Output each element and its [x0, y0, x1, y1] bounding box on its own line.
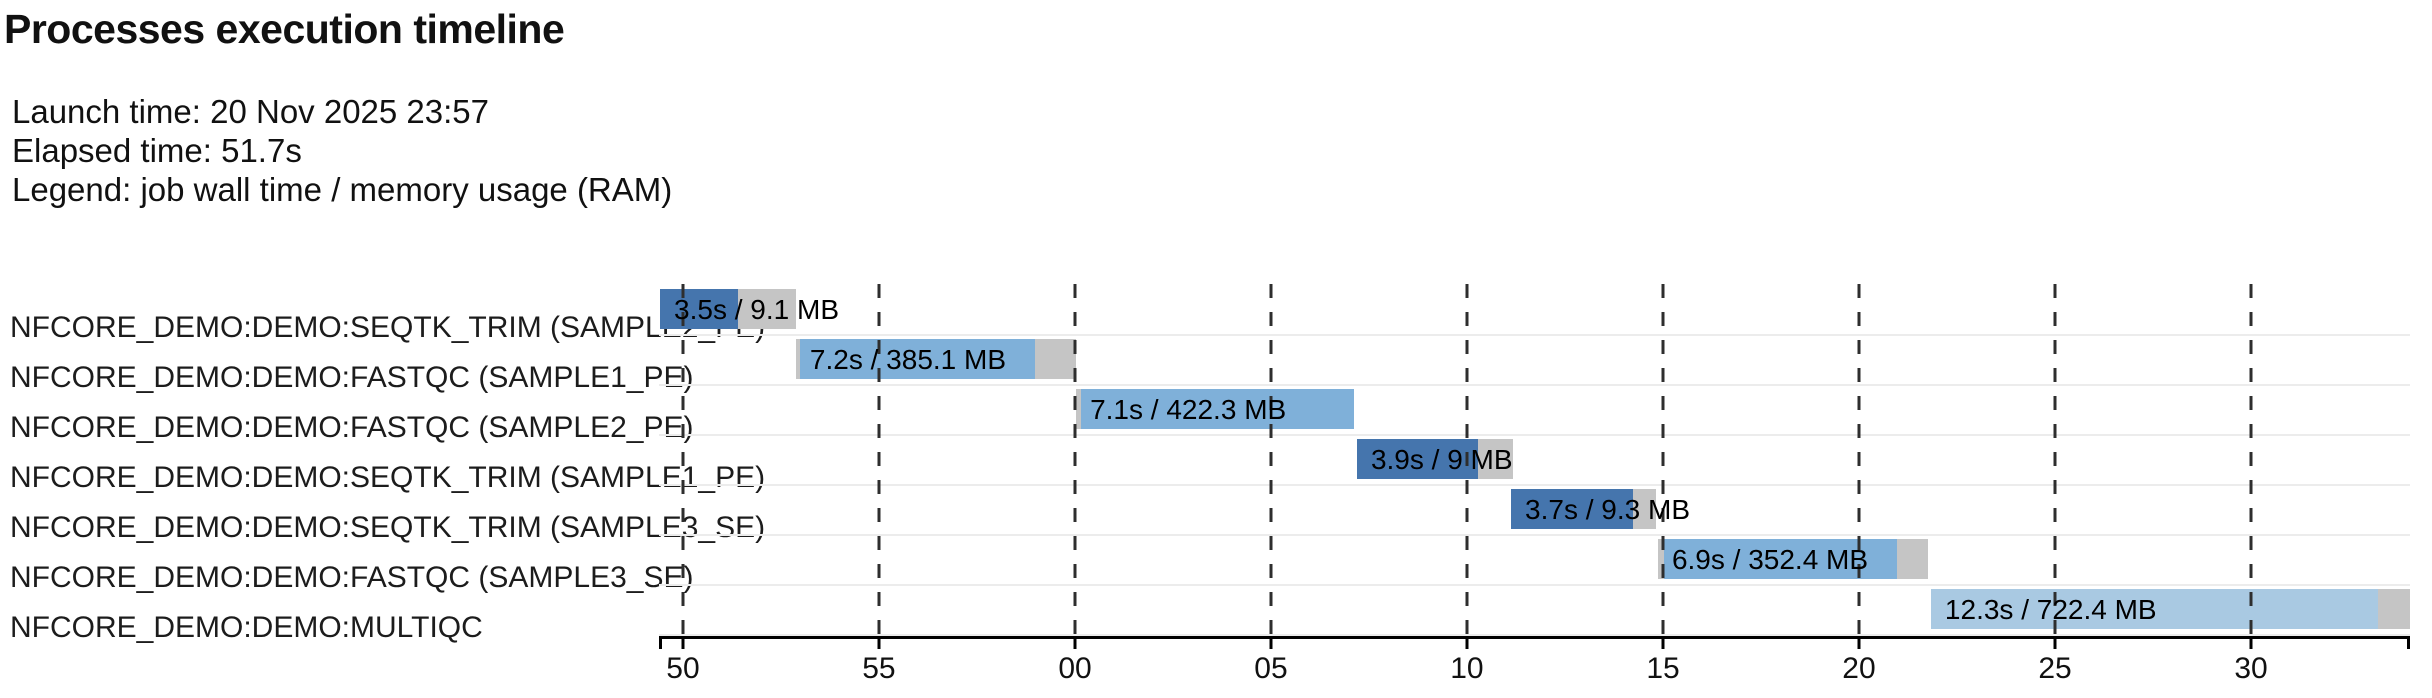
process-label: NFCORE_DEMO:DEMO:SEQTK_TRIM (SAMPLE2_PE) — [10, 311, 766, 344]
axis-tick — [1073, 636, 1077, 649]
task-overhead-tail-segment — [2377, 589, 2410, 629]
task-run-segment — [1930, 589, 2378, 629]
grid-line — [1073, 284, 1077, 636]
axis-tick — [1857, 636, 1861, 649]
task-overhead-tail-segment — [1896, 539, 1928, 579]
axis-tick-label: 50 — [666, 652, 700, 685]
launch-time-text: Launch time: 20 Nov 2025 23:57 — [12, 93, 490, 130]
elapsed-time-text: Elapsed time: 51.7s — [12, 132, 302, 169]
axis-tick-label: 10 — [1450, 652, 1484, 685]
task-overhead-lead-segment — [1657, 539, 1664, 579]
row-separator — [659, 534, 2410, 536]
task-overhead-tail-segment — [1477, 439, 1513, 479]
task-metric-label: 3.7s / 9.3 MB — [1525, 494, 1690, 525]
row-separator — [659, 384, 2410, 386]
axis-tick — [1661, 636, 1665, 649]
process-label: NFCORE_DEMO:DEMO:FASTQC (SAMPLE1_PE) — [10, 361, 694, 394]
grid-line — [1269, 284, 1273, 636]
axis-end-cap-right — [2407, 636, 2410, 649]
process-label: NFCORE_DEMO:DEMO:FASTQC (SAMPLE3_SE) — [10, 561, 694, 594]
run-metadata: Launch time: 20 Nov 2025 23:57 Elapsed t… — [12, 92, 672, 209]
axis-tick — [1465, 636, 1469, 649]
axis-tick — [2249, 636, 2253, 649]
axis-tick — [681, 636, 685, 649]
task-metric-label: 7.2s / 385.1 MB — [809, 344, 1007, 375]
grid-line — [1465, 284, 1469, 636]
axis-tick-label: 55 — [862, 652, 896, 685]
timeline-plot-area: 3.5s / 9.1 MB 7.2s / 385.1 MB 7.1s / 422.3… — [659, 284, 2410, 636]
task-run-segment — [799, 339, 1035, 379]
axis-end-cap-left — [659, 636, 662, 649]
process-label: NFCORE_DEMO:DEMO:FASTQC (SAMPLE2_PE) — [10, 411, 694, 444]
axis-tick-label: 00 — [1058, 652, 1092, 685]
page-title: Processes execution timeline — [4, 6, 565, 52]
grid-line — [1857, 284, 1861, 636]
process-label: NFCORE_DEMO:DEMO:SEQTK_TRIM (SAMPLE3_SE) — [10, 511, 766, 544]
row-separator — [659, 484, 2410, 486]
row-separator — [659, 584, 2410, 586]
axis-tick-label: 25 — [2038, 652, 2072, 685]
grid-line — [1661, 284, 1665, 636]
axis-tick — [877, 636, 881, 649]
task-overhead-lead-segment — [795, 339, 800, 379]
axis-tick-label: 20 — [1842, 652, 1876, 685]
process-label: NFCORE_DEMO:DEMO:SEQTK_TRIM (SAMPLE1_PE) — [10, 461, 766, 494]
task-metric-label: 7.1s / 422.3 MB — [1090, 394, 1287, 425]
axis-tick-label: 30 — [2234, 652, 2268, 685]
grid-line — [2053, 284, 2057, 636]
task-metric-label: 6.9s / 352.4 MB — [1671, 544, 1869, 575]
axis-tick-label: 15 — [1646, 652, 1680, 685]
grid-line — [877, 284, 881, 636]
axis-tick — [2053, 636, 2057, 649]
task-overhead-lead-segment — [1076, 389, 1082, 429]
task-overhead-tail-segment — [1034, 339, 1076, 379]
time-axis: 50 55 00 05 10 15 20 25 30 — [659, 636, 2410, 698]
task-overhead-tail-segment — [1633, 489, 1657, 529]
row-separator — [659, 434, 2410, 436]
row-separator — [659, 334, 2410, 336]
grid-line — [2249, 284, 2253, 636]
process-label: NFCORE_DEMO:DEMO:MULTIQC — [10, 611, 483, 644]
task-metric-label: 3.9s / 9 MB — [1370, 444, 1513, 475]
axis-tick — [1269, 636, 1273, 649]
legend-text: Legend: job wall time / memory usage (RA… — [12, 171, 673, 208]
task-metric-label: 12.3s / 722.4 MB — [1944, 594, 2157, 625]
task-run-segment — [1356, 439, 1478, 479]
task-metric-label: 3.5s / 9.1 MB — [674, 294, 840, 325]
axis-tick-label: 05 — [1254, 652, 1288, 685]
process-label-column: NFCORE_DEMO:DEMO:SEQTK_TRIM (SAMPLE2_PE)… — [10, 284, 765, 644]
axis-baseline — [659, 636, 2410, 639]
grid-line — [681, 284, 685, 636]
task-overhead-tail-segment — [737, 289, 796, 329]
task-run-segment — [1511, 489, 1634, 529]
task-run-segment — [1081, 389, 1355, 429]
row-separator — [659, 634, 2410, 636]
task-run-segment — [660, 289, 738, 329]
